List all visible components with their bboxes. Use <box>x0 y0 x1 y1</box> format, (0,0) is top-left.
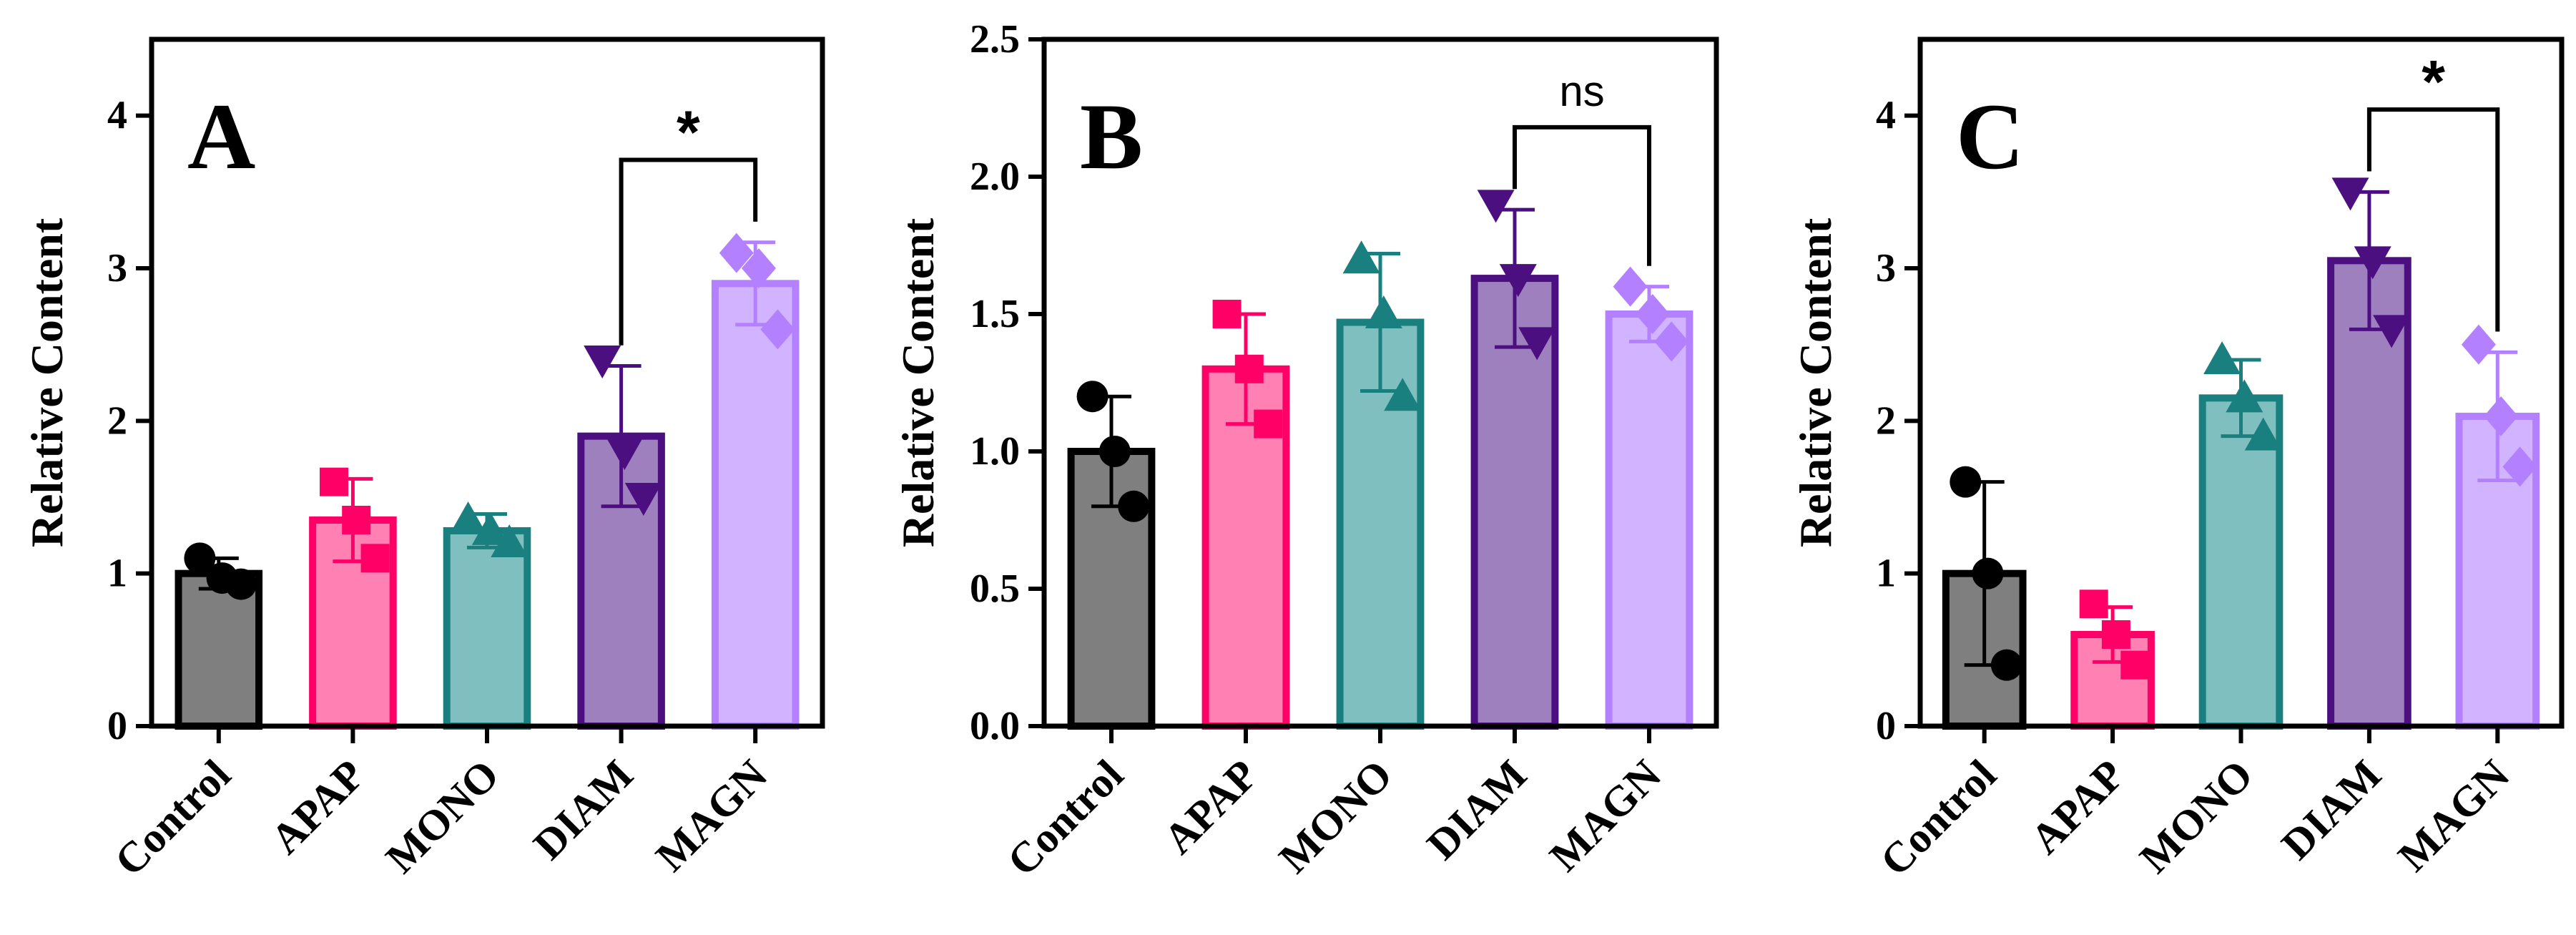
data-point-control <box>1990 649 2022 681</box>
data-point-control <box>206 562 238 594</box>
x-tick-label-diam: DIAM <box>524 751 642 869</box>
significance-bracket <box>619 157 758 346</box>
significance-bracket <box>1513 124 1651 266</box>
data-point-control <box>184 542 216 574</box>
bar-mono <box>443 527 531 730</box>
x-tick-label-magn: MAGN <box>647 751 776 881</box>
data-point-mono <box>2203 341 2241 374</box>
data-point-diam <box>606 437 644 470</box>
data-point-mono <box>2244 417 2282 451</box>
y-tick-label: 1 <box>107 552 127 596</box>
data-point-control <box>1972 557 2004 589</box>
plot-frame <box>149 36 825 729</box>
data-point-diam <box>1477 190 1515 223</box>
x-tick-label-control: Control <box>1872 751 2005 885</box>
data-point-mono <box>491 524 529 557</box>
y-axis-label: Relative Content <box>1790 217 1841 547</box>
y-tick-label: 1.0 <box>970 429 1020 474</box>
x-tick-label-magn: MAGN <box>1540 751 1670 881</box>
data-point-mono <box>471 511 509 545</box>
data-point-apap <box>320 467 348 496</box>
y-tick-label: 2 <box>107 398 127 443</box>
data-point-control <box>1098 436 1131 467</box>
data-point-diam <box>2331 177 2369 211</box>
data-point-mono <box>1365 295 1402 328</box>
data-point-magn <box>719 232 754 273</box>
y-tick-label: 0.0 <box>970 704 1020 748</box>
y-tick-label: 4 <box>107 94 127 138</box>
data-point-mono <box>449 501 487 534</box>
data-point-diam <box>624 483 662 516</box>
y-tick-label: 0.5 <box>970 567 1020 611</box>
x-tick-label-control: Control <box>998 751 1132 885</box>
y-tick-label: 0 <box>1876 704 1896 748</box>
data-point-diam <box>1518 327 1556 361</box>
y-tick-label: 0 <box>107 704 127 748</box>
panel-letter: C <box>1956 84 2024 189</box>
bar-magn <box>711 280 800 730</box>
chart-panel-a: 0 1 2 3 4 Control APAP MONO DIAM MAGN Relative Con… <box>21 36 825 885</box>
data-point-apap <box>1254 409 1283 439</box>
data-point-control <box>1118 490 1150 522</box>
x-tick-label-control: Control <box>106 751 240 885</box>
data-point-magn <box>1635 294 1670 334</box>
data-point-magn <box>760 309 795 350</box>
x-tick-label-diam: DIAM <box>2273 751 2391 869</box>
data-point-apap <box>360 544 390 573</box>
y-axis-label: Relative Content <box>893 217 943 547</box>
data-point-magn <box>1613 266 1648 307</box>
data-point-magn <box>2484 396 2519 436</box>
data-point-magn <box>2461 324 2496 365</box>
panel-letter: B <box>1080 84 1143 189</box>
data-point-magn <box>2502 446 2537 487</box>
bar-magn <box>1605 310 1693 730</box>
x-tick-label-apap: APAP <box>2022 751 2134 863</box>
significance-bracket <box>2366 107 2500 332</box>
plot-frame <box>1041 36 1719 729</box>
data-point-mono <box>1384 378 1422 411</box>
data-point-control <box>1076 381 1108 413</box>
data-point-apap <box>2079 589 2108 619</box>
data-point-diam <box>2354 246 2391 280</box>
y-tick-label: 1 <box>1876 552 1896 596</box>
data-point-mono <box>2226 379 2263 413</box>
y-tick-label: 3 <box>107 246 127 290</box>
significance-label: * <box>2422 48 2445 115</box>
x-tick-label-apap: APAP <box>262 751 374 863</box>
plot-frame <box>1917 36 2565 729</box>
data-point-mono <box>1342 240 1380 274</box>
y-tick-label: 1.5 <box>970 292 1020 336</box>
x-tick-label-magn: MAGN <box>2389 751 2518 881</box>
data-point-apap <box>2120 650 2150 680</box>
panel-letter: A <box>187 84 255 189</box>
data-point-magn <box>1654 321 1689 362</box>
y-tick-label: 4 <box>1876 94 1896 138</box>
significance-label: ns <box>1559 67 1604 115</box>
data-point-diam <box>584 346 621 378</box>
data-point-control <box>1950 466 1982 498</box>
y-tick-label: 2.5 <box>970 17 1020 62</box>
x-tick-label-mono: MONO <box>377 751 508 882</box>
data-point-apap <box>1234 354 1264 383</box>
x-tick-label-mono: MONO <box>2130 751 2261 882</box>
data-point-diam <box>1499 264 1537 298</box>
data-point-apap <box>2101 620 2130 649</box>
chart-panel-b: 0.0 0.5 1.0 1.5 2.0 2.5 Control APAP MONO DIAM MAG… <box>893 17 1719 885</box>
y-tick-label: 2.0 <box>970 155 1020 199</box>
data-point-diam <box>2373 315 2411 348</box>
x-tick-label-apap: APAP <box>1155 751 1267 863</box>
significance-label: * <box>677 99 700 166</box>
x-tick-label-diam: DIAM <box>1418 751 1536 869</box>
x-tick-label-mono: MONO <box>1270 751 1401 882</box>
y-tick-label: 2 <box>1876 398 1896 443</box>
y-tick-label: 3 <box>1876 246 1896 290</box>
data-point-magn <box>742 248 776 288</box>
data-point-apap <box>1212 300 1242 328</box>
y-axis-label: Relative Content <box>21 217 72 547</box>
data-point-apap <box>342 506 371 534</box>
